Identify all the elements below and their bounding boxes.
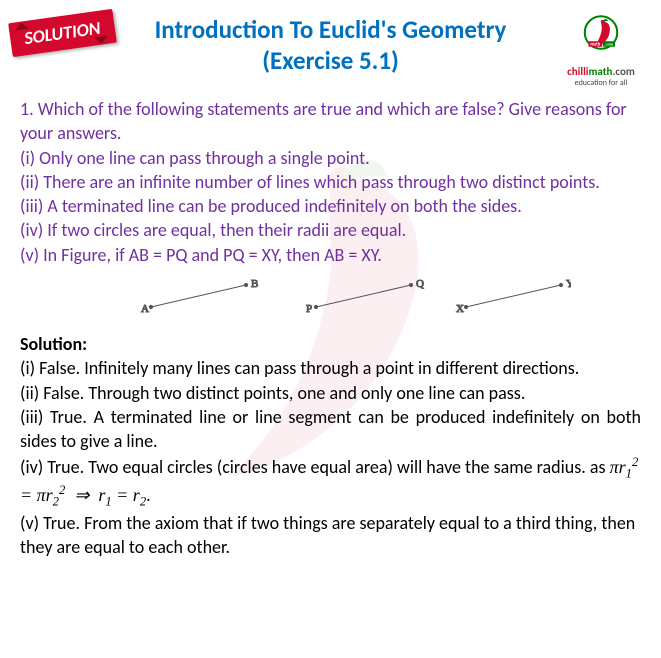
solution-part-i: (i) False. Infinitely many lines can pas…	[20, 356, 641, 380]
solution-block: Solution: (i) False. Infinitely many lin…	[20, 332, 641, 559]
svg-text:.com: .com	[605, 42, 614, 47]
solution-ribbon: SOLUTION	[8, 9, 116, 57]
solution-part-ii: (ii) False. Through two distinct points,…	[20, 381, 641, 405]
fig-label-P: P	[306, 303, 312, 315]
question-block: 1. Which of the following statements are…	[20, 97, 641, 267]
fig-label-Y: Y	[566, 278, 571, 290]
solution-part-iii: (iii) True. A terminated line or line se…	[20, 405, 641, 454]
question-stem: 1. Which of the following statements are…	[20, 97, 641, 146]
chilli-icon: math .com	[576, 10, 626, 60]
page-header: SOLUTION Introduction To Euclid's Geomet…	[20, 8, 641, 93]
question-part-iv: (iv) If two circles are equal, then thei…	[20, 218, 641, 242]
solution-part-iv: (iv) True. Two equal circles (circles ha…	[20, 454, 641, 511]
fig-label-A: A	[141, 303, 149, 315]
site-logo: math .com chillimath.com education for a…	[556, 10, 646, 88]
question-part-v: (v) In Figure, if AB = PQ and PQ = XY, t…	[20, 243, 641, 267]
question-part-iii: (iii) A terminated line can be produced …	[20, 194, 641, 218]
question-part-ii: (ii) There are an infinite number of lin…	[20, 170, 641, 194]
svg-text:math: math	[590, 42, 600, 47]
solution-heading: Solution:	[20, 332, 641, 356]
fig-label-Q: Q	[416, 278, 424, 290]
title-line-2: (Exercise 5.1)	[262, 45, 399, 76]
solution-part-v: (v) True. From the axiom that if two thi…	[20, 511, 641, 560]
logo-tagline: education for all	[556, 78, 646, 88]
title-line-1: Introduction To Euclid's Geometry	[155, 14, 507, 45]
logo-text: chillimath.com	[556, 65, 646, 78]
question-part-i: (i) Only one line can pass through a sin…	[20, 146, 641, 170]
line-segments-figure: A B P Q X Y	[20, 275, 641, 326]
fig-label-B: B	[251, 278, 258, 290]
fig-label-X: X	[456, 303, 464, 315]
